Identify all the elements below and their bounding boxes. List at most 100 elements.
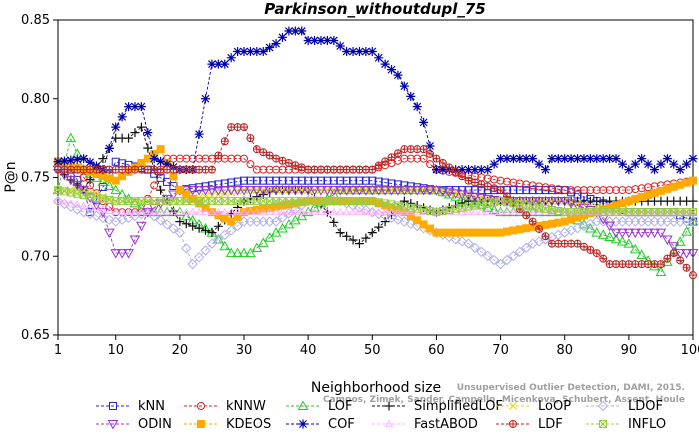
data-point <box>355 207 364 216</box>
data-point <box>368 176 377 185</box>
data-point <box>426 224 435 233</box>
data-point <box>676 256 685 265</box>
data-point <box>66 199 76 207</box>
data-point <box>161 219 173 230</box>
data-point <box>283 208 295 219</box>
data-point <box>227 178 236 187</box>
data-point <box>611 154 621 164</box>
data-point <box>297 176 306 185</box>
data-point <box>110 249 122 259</box>
data-point <box>469 192 481 203</box>
data-point <box>412 102 422 112</box>
data-point <box>688 196 698 206</box>
data-point <box>297 207 306 216</box>
data-point <box>291 207 300 216</box>
data-point <box>419 220 428 229</box>
data-point <box>553 154 563 164</box>
data-point <box>156 156 166 166</box>
data-point <box>656 159 666 169</box>
data-point <box>426 160 435 169</box>
data-point <box>329 35 339 45</box>
data-point <box>411 186 423 196</box>
data-point <box>97 208 109 218</box>
data-point <box>156 185 166 195</box>
data-point <box>187 186 199 196</box>
data-point <box>477 200 486 209</box>
data-point <box>630 159 640 169</box>
data-point <box>73 200 82 208</box>
data-point <box>367 228 377 238</box>
data-point <box>175 207 185 216</box>
data-point <box>72 154 82 164</box>
data-point <box>476 246 487 258</box>
data-point <box>470 207 480 216</box>
data-point <box>265 176 274 185</box>
data-point <box>162 159 172 169</box>
x-tick-label: 90 <box>621 343 638 358</box>
data-point <box>336 207 345 216</box>
data-point <box>219 229 230 241</box>
data-point <box>655 228 667 239</box>
data-point <box>546 197 558 207</box>
data-point <box>612 186 621 195</box>
data-point <box>291 176 300 185</box>
series-layer <box>52 26 699 280</box>
data-point <box>59 156 69 166</box>
data-point <box>508 154 518 164</box>
legend-item-lof: LOF <box>286 399 353 414</box>
data-point <box>342 207 351 216</box>
data-point <box>150 207 159 216</box>
data-point <box>688 154 698 164</box>
data-point <box>303 207 313 216</box>
data-point <box>163 177 172 186</box>
data-point <box>111 122 121 132</box>
data-point <box>623 228 635 239</box>
data-point <box>302 186 314 196</box>
data-point <box>599 207 608 216</box>
data-point <box>194 129 204 139</box>
data-point <box>252 165 261 174</box>
data-point <box>663 207 672 216</box>
data-point <box>393 207 403 216</box>
data-point <box>400 207 409 216</box>
legend-label: KDEOS <box>226 417 271 432</box>
data-point <box>233 207 242 216</box>
data-point <box>631 207 640 216</box>
data-point <box>59 198 70 210</box>
data-point <box>213 59 223 69</box>
data-point <box>155 215 166 226</box>
data-point <box>316 35 326 45</box>
data-point <box>374 161 383 170</box>
data-point <box>424 186 436 196</box>
data-point <box>277 186 288 196</box>
data-point <box>264 232 276 242</box>
data-point <box>419 154 428 163</box>
data-point <box>405 186 417 196</box>
data-point <box>233 154 242 163</box>
data-point <box>540 197 551 207</box>
data-point <box>597 229 609 239</box>
data-point <box>329 176 338 185</box>
data-point <box>482 250 493 262</box>
data-point <box>463 238 474 249</box>
data-point <box>599 186 608 195</box>
data-point <box>373 208 384 220</box>
data-point <box>169 207 178 216</box>
data-point <box>438 165 448 175</box>
legend-item-knn: kNN <box>96 399 165 414</box>
data-point <box>649 228 660 239</box>
data-point <box>655 266 667 276</box>
data-point <box>380 207 390 216</box>
data-point <box>522 186 531 195</box>
data-point <box>579 242 588 251</box>
data-point <box>342 176 351 185</box>
data-point <box>111 207 120 216</box>
data-point <box>246 134 255 143</box>
data-point <box>617 235 628 246</box>
data-point <box>599 254 608 263</box>
legend-label: LoOP <box>538 399 571 414</box>
legend-label: kNNW <box>226 399 266 414</box>
legend-marker <box>298 419 308 429</box>
data-point <box>528 154 538 164</box>
